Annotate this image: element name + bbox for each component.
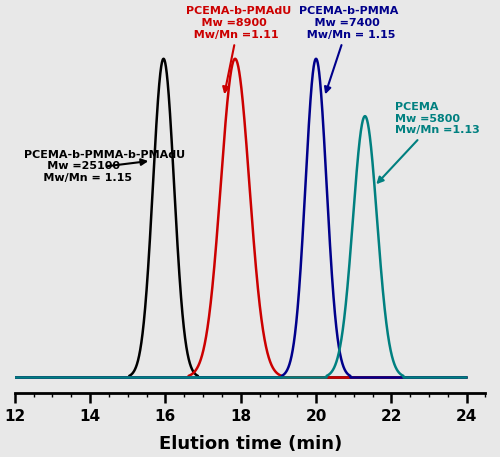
- Text: PCEMA-b-PMAdU
    Mw =8900
  Mw/Mn =1.11: PCEMA-b-PMAdU Mw =8900 Mw/Mn =1.11: [186, 6, 292, 92]
- X-axis label: Elution time (min): Elution time (min): [158, 435, 342, 453]
- Text: PCEMA-b-PMMA-b-PMAdU
      Mw =25100
     Mw/Mn = 1.15: PCEMA-b-PMMA-b-PMAdU Mw =25100 Mw/Mn = 1…: [24, 150, 186, 183]
- Text: PCEMA
Mw =5800
Mw/Mn =1.13: PCEMA Mw =5800 Mw/Mn =1.13: [378, 102, 480, 182]
- Text: PCEMA-b-PMMA
    Mw =7400
  Mw/Mn = 1.15: PCEMA-b-PMMA Mw =7400 Mw/Mn = 1.15: [299, 6, 398, 92]
